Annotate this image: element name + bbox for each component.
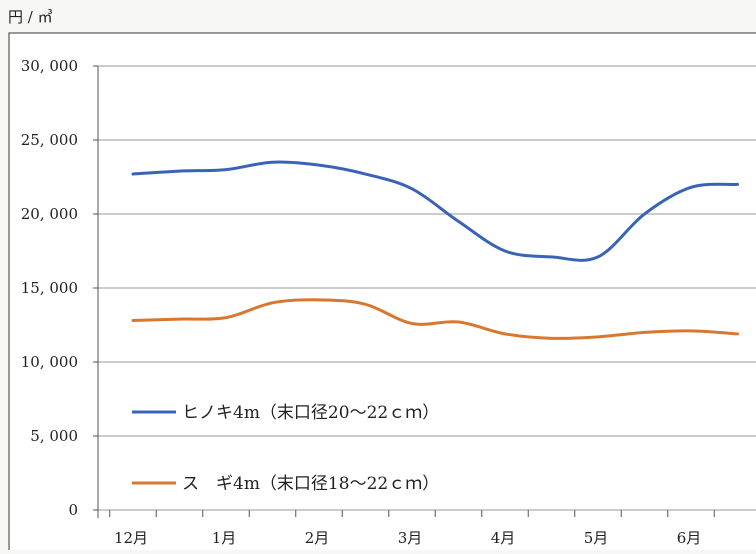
x-tick-label: 3月 bbox=[398, 529, 423, 547]
series-2-point bbox=[457, 321, 460, 323]
series-1-point bbox=[411, 188, 413, 190]
series-2-point bbox=[504, 333, 506, 335]
y-tick-label: 30, 000 bbox=[21, 57, 78, 75]
legend-label: ス ギ4m（末口径18～22ｃｍ） bbox=[182, 474, 439, 494]
series-2-point bbox=[643, 331, 646, 333]
series-1-point bbox=[504, 250, 506, 252]
unit-label: 円 / ㎥ bbox=[8, 8, 53, 26]
series-2-point bbox=[132, 319, 134, 322]
y-tick-label: 0 bbox=[68, 501, 78, 519]
y-tick-label: 10, 000 bbox=[21, 353, 78, 371]
series-1-point bbox=[271, 161, 274, 163]
series-1-point bbox=[457, 220, 460, 222]
legend-label: ヒノキ4m（末口径20～22ｃｍ） bbox=[182, 403, 439, 423]
series-1-point bbox=[550, 256, 553, 258]
series-1-point bbox=[643, 213, 646, 215]
series-1-point bbox=[597, 256, 599, 258]
series-line-2 bbox=[131, 298, 739, 340]
series-1-point bbox=[690, 186, 692, 188]
series-2-point bbox=[411, 322, 413, 325]
series-2-point bbox=[364, 303, 367, 305]
x-tick-label: 12月 bbox=[114, 529, 148, 547]
series-line-1 bbox=[131, 160, 739, 262]
series-2-point bbox=[225, 317, 227, 319]
series-1-point bbox=[318, 164, 320, 166]
x-tick-label: 1月 bbox=[212, 529, 237, 547]
series-1-point bbox=[178, 170, 181, 172]
series-2-point bbox=[736, 333, 739, 335]
series-2-point bbox=[597, 336, 599, 338]
x-tick-label: 6月 bbox=[677, 529, 702, 547]
x-tick-label: 5月 bbox=[584, 529, 609, 547]
series-1-point bbox=[225, 169, 227, 171]
series-2-point bbox=[550, 337, 553, 339]
series-2-point bbox=[178, 318, 181, 320]
x-tick-label: 4月 bbox=[491, 529, 516, 547]
series-1-point bbox=[132, 173, 134, 175]
y-tick-label: 20, 000 bbox=[21, 205, 78, 223]
series-2-point bbox=[318, 299, 320, 301]
x-tick-label: 2月 bbox=[305, 529, 330, 547]
y-tick-label: 15, 000 bbox=[21, 279, 78, 297]
series-2-point bbox=[271, 302, 274, 304]
series-2-point bbox=[690, 330, 692, 332]
y-tick-label: 5, 000 bbox=[30, 427, 78, 445]
y-tick-label: 25, 000 bbox=[21, 131, 78, 149]
series-1-point bbox=[736, 183, 739, 185]
series-1-point bbox=[364, 173, 367, 175]
chart-frame bbox=[8, 32, 756, 554]
